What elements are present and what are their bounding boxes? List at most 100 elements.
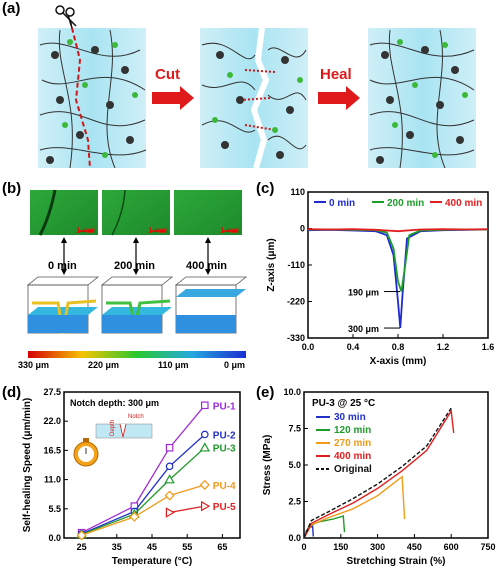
chart-c-depth-profile: 0.0 0.4 0.8 1.2 1.6 110 0 -110 -220 -330 X-axis (m… bbox=[266, 187, 495, 367]
x-tick-label: 300 bbox=[370, 542, 385, 552]
molecule-spheres bbox=[46, 39, 468, 164]
panel-label-a: (a) bbox=[2, 0, 21, 17]
legend-label: 120 min bbox=[334, 425, 371, 436]
series-label: PU-3 bbox=[213, 444, 236, 455]
notch-shape bbox=[119, 423, 127, 438]
series-line bbox=[307, 228, 489, 233]
x-tick-label: 150 bbox=[333, 542, 348, 552]
legend-label: 400 min bbox=[445, 198, 482, 209]
series-line bbox=[308, 228, 488, 292]
panel-label-d: (d) bbox=[2, 384, 22, 401]
x-tick-label: 0 bbox=[301, 542, 306, 552]
data-point bbox=[201, 500, 211, 512]
legend-label: 200 min bbox=[387, 198, 424, 209]
panel-label-e: (e) bbox=[256, 384, 275, 401]
y-axis-label: Self-healing Speed (μm/min) bbox=[22, 398, 33, 532]
data-point bbox=[164, 474, 175, 484]
cut-arrow-icon bbox=[152, 86, 194, 110]
scale-bar-label-3: 1 mm bbox=[220, 226, 240, 235]
series-line bbox=[81, 484, 205, 536]
series-label: PU-2 bbox=[213, 430, 236, 441]
depth-label: Depth bbox=[110, 420, 116, 436]
legend-label: Original bbox=[334, 464, 372, 475]
topography-400min bbox=[174, 276, 248, 334]
annotation-190: 190 μm bbox=[348, 288, 379, 298]
micrograph-200min bbox=[102, 190, 170, 235]
panel-b-images bbox=[26, 189, 248, 358]
legend-label: 270 min bbox=[334, 438, 371, 449]
y-tick-label: 5.5 bbox=[48, 504, 61, 514]
x-tick-label: 55 bbox=[182, 542, 192, 552]
x-tick-label: 65 bbox=[217, 542, 227, 552]
stopwatch-button-icon bbox=[83, 438, 89, 442]
colorbar-label-220: 220 μm bbox=[88, 360, 120, 370]
series-label: PU-5 bbox=[213, 502, 236, 513]
depth-colorbar bbox=[28, 351, 246, 358]
y-tick-label: 16.5 bbox=[43, 445, 61, 455]
y-tick-label: 0.0 bbox=[288, 533, 301, 543]
topography-200min bbox=[100, 276, 174, 334]
x-tick-label: 1.2 bbox=[437, 342, 450, 352]
cut-label: Cut bbox=[155, 66, 180, 83]
data-point bbox=[76, 530, 87, 541]
series-line bbox=[81, 447, 206, 535]
y-axis-label: Stress (MPa) bbox=[262, 435, 273, 496]
x-tick-label: 450 bbox=[407, 542, 422, 552]
x-tick-label: 600 bbox=[444, 542, 459, 552]
heal-label: Heal bbox=[320, 66, 352, 83]
y-tick-label: 7.5 bbox=[288, 424, 301, 434]
series-line bbox=[303, 515, 346, 539]
scissors-icon bbox=[55, 5, 77, 29]
x-axis-label: Stretching Strain (%) bbox=[347, 556, 446, 567]
scale-bar-label-1: 1 mm bbox=[76, 226, 96, 235]
chart-title: PU-3 @ 25 °C bbox=[312, 398, 375, 409]
y-tick-label: 5.0 bbox=[288, 460, 301, 470]
data-point bbox=[129, 511, 140, 522]
data-point bbox=[199, 442, 211, 452]
x-axis-label: Temperature (°C) bbox=[112, 556, 193, 567]
colorbar-label-110: 110 μm bbox=[158, 360, 189, 370]
polymer-block-cut bbox=[200, 28, 308, 168]
micrograph-0min bbox=[30, 190, 98, 235]
series-label: PU-1 bbox=[213, 401, 236, 412]
x-tick-label: 1.6 bbox=[482, 342, 495, 352]
data-point bbox=[199, 479, 210, 490]
colorbar-label-0: 0 μm bbox=[224, 360, 246, 370]
time-label-400: 400 min bbox=[186, 260, 227, 272]
x-tick-label: 0.0 bbox=[302, 342, 315, 352]
chart-e-stress-strain: 0 150 300 450 600 750 0.0 2.5 5.0 7.5 10.0 Stretchi… bbox=[262, 387, 496, 567]
plot-frame bbox=[307, 191, 489, 339]
series-line bbox=[303, 475, 406, 539]
y-tick-label: 27.5 bbox=[43, 387, 61, 397]
data-point bbox=[164, 490, 175, 501]
y-tick-label: 22.0 bbox=[43, 416, 61, 426]
legend-label: 30 min bbox=[334, 412, 366, 423]
data-point bbox=[201, 401, 209, 410]
data-point bbox=[165, 462, 174, 471]
x-tick-label: 45 bbox=[147, 542, 157, 552]
colorbar-label-330: 330 μm bbox=[18, 360, 50, 370]
y-axis-label: Z-axis (μm) bbox=[266, 238, 277, 291]
x-tick-label: 35 bbox=[112, 542, 122, 552]
y-tick-label: 110 bbox=[290, 187, 305, 197]
y-tick-label: -220 bbox=[287, 297, 305, 307]
data-point bbox=[165, 507, 176, 518]
chart-d-healing-speed: 25 35 45 55 65 0.0 5.5 11.0 16.5 22.0 27.5 Temperat… bbox=[22, 387, 241, 567]
notch-label: Notch bbox=[128, 414, 144, 420]
panel-a-schematic bbox=[38, 5, 476, 169]
time-label-200: 200 min bbox=[114, 260, 155, 272]
y-tick-label: 0.0 bbox=[48, 533, 61, 543]
y-tick-label: 10.0 bbox=[283, 387, 301, 397]
series-line bbox=[81, 434, 206, 535]
crack-line bbox=[250, 27, 270, 169]
x-tick-label: 25 bbox=[77, 542, 87, 552]
time-label-0: 0 min bbox=[48, 260, 77, 272]
heal-arrow-icon bbox=[318, 86, 360, 110]
y-tick-label: -330 bbox=[287, 333, 305, 343]
panel-label-c: (c) bbox=[256, 180, 275, 197]
legend-label: 0 min bbox=[329, 198, 355, 209]
y-tick-label: -110 bbox=[287, 260, 305, 270]
x-tick-label: 0.4 bbox=[347, 342, 360, 352]
data-point bbox=[165, 443, 174, 452]
x-tick-label: 750 bbox=[480, 542, 495, 552]
